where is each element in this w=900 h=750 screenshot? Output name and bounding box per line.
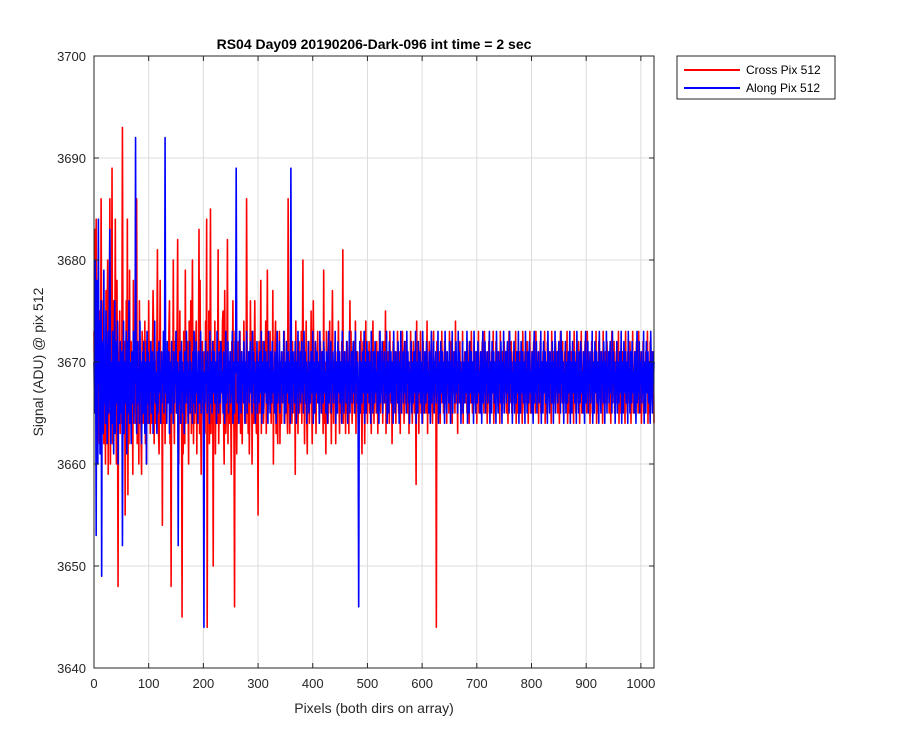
axis-tick-labels: 0 100 200 300 400 500 600 700 800 900 1000 3640 3650…	[57, 49, 655, 691]
axis-ticks	[93, 55, 654, 669]
x-tick-label: 200	[193, 676, 215, 691]
chart-title: RS04 Day09 20190206-Dark-096 int time = …	[217, 36, 532, 52]
x-tick-label: 300	[247, 676, 269, 691]
legend-label-cross: Cross Pix 512	[746, 63, 821, 77]
legend-label-along: Along Pix 512	[746, 81, 820, 95]
x-tick-label: 900	[575, 676, 597, 691]
y-tick-label: 3640	[57, 661, 86, 676]
x-tick-label: 800	[521, 676, 543, 691]
x-tick-label: 1000	[626, 676, 655, 691]
legend-box	[676, 55, 836, 100]
y-tick-label: 3690	[57, 151, 86, 166]
y-axis-label: Signal (ADU) @ pix 512	[30, 287, 46, 436]
y-tick-label: 3670	[57, 355, 86, 370]
x-tick-label: 0	[90, 676, 97, 691]
series-layer	[93, 126, 655, 628]
x-tick-label: 500	[357, 676, 379, 691]
y-tick-label: 3650	[57, 559, 86, 574]
y-tick-label: 3660	[57, 457, 86, 472]
x-tick-label: 400	[302, 676, 324, 691]
x-tick-label: 700	[466, 676, 488, 691]
series-line-along-pix-512	[93, 136, 655, 628]
x-tick-label: 600	[411, 676, 433, 691]
y-tick-label: 3700	[57, 49, 86, 64]
y-tick-label: 3680	[57, 253, 86, 268]
legend: Cross Pix 512 Along Pix 512	[676, 55, 836, 100]
x-axis-label: Pixels (both dirs on array)	[294, 700, 454, 716]
x-tick-label: 100	[138, 676, 160, 691]
